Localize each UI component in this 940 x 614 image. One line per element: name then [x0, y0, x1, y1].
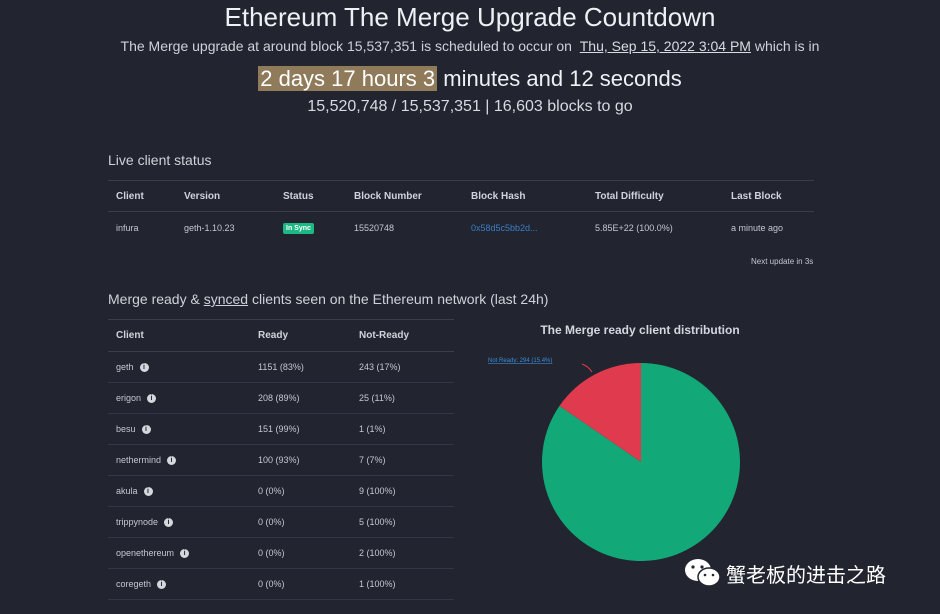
cell-client: erigon i — [108, 382, 250, 414]
cell-ready: 0 (0%) — [250, 506, 351, 538]
col-not-ready: Not-Ready — [351, 319, 454, 352]
info-icon[interactable]: i — [141, 425, 151, 435]
col-block-hash: Block Hash — [463, 180, 587, 212]
info-icon[interactable]: i — [167, 456, 177, 466]
countdown-highlight: 2 days 17 hours 3 — [258, 66, 438, 91]
schedule-prefix: The Merge upgrade at around block 15,537… — [120, 38, 572, 54]
pie-slice-not-ready — [559, 363, 641, 462]
info-icon[interactable]: i — [180, 549, 190, 559]
info-icon[interactable]: i — [147, 394, 157, 404]
col-client: Client — [108, 180, 176, 212]
col-last-block: Last Block — [723, 180, 814, 212]
page-title: Ethereum The Merge Upgrade Countdown — [224, 2, 716, 32]
cell-not-ready: 7 (7%) — [351, 444, 454, 476]
table-row: besu i 151 (99%) 1 (1%) — [108, 413, 454, 445]
client-name: openethereum — [116, 547, 175, 558]
cell-client: trippynode i — [108, 506, 250, 538]
table-row: infura geth-1.10.23 In Sync 15520748 0x5… — [108, 212, 814, 245]
table-row: akula i 0 (0%) 9 (100%) — [108, 475, 454, 507]
cell-ready: 100 (93%) — [250, 444, 351, 476]
client-name: erigon — [116, 392, 142, 403]
info-icon[interactable]: i — [157, 580, 167, 590]
cell-not-ready: 9 (100%) — [351, 475, 454, 507]
cell-client: geth i — [108, 351, 250, 383]
client-name: akula — [116, 485, 138, 496]
countdown: 2 days 17 hours 3 minutes and 12 seconds — [0, 66, 940, 92]
watermark-text: 蟹老板的进击之路 — [726, 562, 886, 587]
cell-block-hash[interactable]: 0x58d5c5bb2d... — [463, 212, 587, 245]
col-status: Status — [275, 180, 346, 212]
cell-not-ready: 5 (100%) — [351, 506, 454, 538]
slice-label-leader — [581, 363, 593, 373]
table-header-row: Client Version Status Block Number Block… — [108, 180, 814, 212]
status-badge: In Sync — [283, 223, 314, 234]
cell-version: geth-1.10.23 — [184, 223, 235, 233]
block-progress: 15,520,748 / 15,537,351 | 16,603 blocks … — [307, 98, 633, 115]
watermark: 蟹老板的进击之路 — [684, 556, 886, 590]
cell-not-ready: 25 (11%) — [351, 382, 454, 414]
block-hash-link[interactable]: 0x58d5c5bb2d... — [471, 223, 538, 233]
synced-link[interactable]: synced — [203, 291, 249, 307]
schedule-line: The Merge upgrade at around block 15,537… — [0, 38, 940, 54]
live-status-title: Live client status — [108, 152, 212, 168]
cell-client: besu i — [108, 413, 250, 445]
client-name: besu — [116, 423, 136, 434]
cell-ready: 151 (99%) — [250, 413, 351, 445]
client-name: nethermind — [116, 454, 162, 465]
pie-slices — [542, 363, 740, 561]
merge-ready-title: Merge ready & synced clients seen on the… — [108, 291, 548, 307]
merge-ready-pie-chart: The Merge ready client distribution Not … — [488, 323, 740, 561]
info-icon[interactable]: i — [164, 518, 174, 528]
info-icon[interactable]: i — [143, 487, 153, 497]
cell-client: infura — [116, 223, 139, 233]
table-row: trippynode i 0 (0%) 5 (100%) — [108, 506, 454, 538]
col-block-number: Block Number — [346, 180, 463, 212]
table-row: erigon i 208 (89%) 25 (11%) — [108, 382, 454, 414]
schedule-date-link[interactable]: Thu, Sep 15, 2022 3:04 PM — [579, 38, 751, 54]
not-ready-slice-label: Not Ready: 294 (15.4%) — [488, 358, 552, 364]
cell-ready: 208 (89%) — [250, 382, 351, 414]
table-row: coregeth i 0 (0%) 1 (100%) — [108, 568, 454, 600]
col-ready: Ready — [250, 319, 351, 352]
cell-ready: 1151 (83%) — [250, 351, 351, 383]
merge-title-prefix: Merge ready & — [108, 291, 204, 307]
cell-status: In Sync — [275, 212, 346, 245]
col-client: Client — [108, 319, 250, 352]
cell-block-number: 15520748 — [354, 223, 395, 233]
merge-title-suffix: clients seen on the Ethereum network (la… — [248, 291, 549, 307]
wechat-icon — [684, 558, 722, 588]
info-icon[interactable]: i — [139, 363, 149, 373]
col-version: Version — [176, 180, 275, 212]
cell-ready: 0 (0%) — [250, 568, 351, 600]
client-name: geth — [116, 361, 134, 372]
next-update-text: Next update in 3s — [751, 257, 814, 266]
table-row: geth i 1151 (83%) 243 (17%) — [108, 351, 454, 383]
cell-client: nethermind i — [108, 444, 250, 476]
cell-client: akula i — [108, 475, 250, 507]
cell-not-ready: 1 (100%) — [351, 568, 454, 600]
client-name: trippynode — [116, 516, 159, 527]
chart-title: The Merge ready client distribution — [540, 323, 739, 337]
cell-last-block: a minute ago — [731, 223, 784, 233]
cell-ready: 0 (0%) — [250, 537, 351, 569]
live-status-table: Client Version Status Block Number Block… — [108, 180, 814, 244]
cell-ready: 0 (0%) — [250, 475, 351, 507]
countdown-rest: minutes and 12 seconds — [443, 66, 682, 91]
cell-not-ready: 1 (1%) — [351, 413, 454, 445]
table-header-row: Client Ready Not-Ready — [108, 319, 454, 352]
table-row: openethereum i 0 (0%) 2 (100%) — [108, 537, 454, 569]
col-total-difficulty: Total Difficulty — [587, 180, 723, 212]
table-row: nethermind i 100 (93%) 7 (7%) — [108, 444, 454, 476]
merge-ready-table: Client Ready Not-Ready geth i 1151 (83%) 24… — [108, 319, 454, 600]
cell-client: openethereum i — [108, 537, 250, 569]
cell-total-difficulty: 5.85E+22 (100.0%) — [595, 223, 673, 233]
client-name: coregeth — [116, 578, 152, 589]
cell-not-ready: 2 (100%) — [351, 537, 454, 569]
cell-not-ready: 243 (17%) — [351, 351, 454, 383]
cell-client: coregeth i — [108, 568, 250, 600]
schedule-suffix: which is in — [754, 38, 820, 54]
